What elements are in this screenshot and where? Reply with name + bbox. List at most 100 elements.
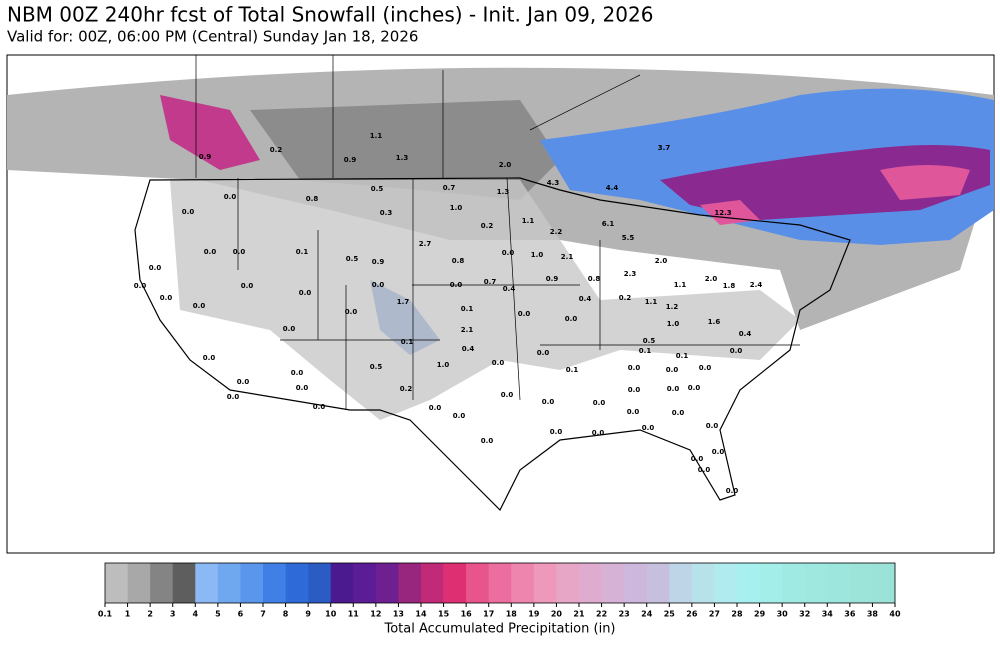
title: NBM 00Z 240hr fcst of Total Snowfall (in… (7, 3, 653, 27)
point-label: 0.1 (676, 352, 689, 360)
colorbar-box (488, 563, 512, 603)
colorbar-tick-label: 13 (393, 610, 404, 619)
colorbar-tick-label: 12 (370, 610, 381, 619)
colorbar-tick-label: 6 (238, 610, 244, 619)
snow-region (700, 165, 970, 225)
colorbar: 0.1 1 2 3 4 5 6 7 8 9 10 11 12 13 14 15 16 17 18 19 20 21 22 23… (98, 562, 901, 619)
point-label: 0.0 (518, 310, 531, 318)
colorbar-tick-label: 25 (664, 610, 676, 619)
colorbar-box (556, 563, 580, 603)
point-label: 0.0 (642, 424, 655, 432)
colorbar-tick-label: 24 (641, 610, 653, 619)
point-label: 4.3 (547, 179, 560, 187)
colorbar-tick-label: 40 (889, 610, 901, 619)
point-label: 0.5 (370, 363, 383, 371)
point-label: 0.0 (481, 437, 494, 445)
point-label: 0.0 (706, 422, 719, 430)
colorbar-tick-label: 36 (844, 610, 856, 619)
colorbar-box (421, 563, 444, 603)
colorbar-box (127, 563, 151, 603)
colorbar-box (511, 563, 535, 603)
point-label: 0.9 (372, 258, 385, 266)
point-label: 3.7 (658, 144, 671, 152)
point-label: 2.0 (705, 275, 718, 283)
point-label: 0.0 (299, 289, 312, 297)
colorbar-tick-label: 22 (596, 610, 607, 619)
colorbar-tick-label: 19 (528, 610, 540, 619)
snow-region (660, 145, 990, 220)
colorbar-tick-label: 20 (551, 610, 563, 619)
point-label: 4.4 (606, 184, 619, 192)
point-label: 0.5 (346, 255, 359, 263)
colorbar-box (872, 563, 896, 603)
point-label: 0.0 (203, 354, 216, 362)
subtitle: Valid for: 00Z, 06:00 PM (Central) Sunda… (7, 28, 418, 46)
point-label: 0.3 (380, 209, 393, 217)
point-label: 0.0 (291, 369, 304, 377)
point-label: 0.2 (619, 294, 632, 302)
snow-region (170, 180, 800, 420)
point-label: 0.0 (193, 302, 206, 310)
point-label: 0.0 (134, 282, 147, 290)
point-label: 0.0 (592, 429, 605, 437)
point-label: 1.0 (531, 251, 544, 259)
colorbar-tick-label: 32 (799, 610, 810, 619)
point-label: 0.0 (450, 281, 463, 289)
colorbar-tick-label: 34 (822, 610, 834, 619)
colorbar-tick-label: 0.1 (98, 610, 113, 619)
point-label: 1.6 (708, 318, 721, 326)
colorbar-box (714, 563, 738, 603)
point-labels: 0.2 0.9 1.1 0.9 1.3 2.0 3.7 4.3 4.4 0.7 1.3 0.5 0.8 0… (134, 132, 763, 495)
colorbar-box (782, 563, 806, 603)
colorbar-tick-label: 4 (192, 610, 198, 619)
point-label: 0.0 (224, 193, 237, 201)
point-label: 0.9 (546, 275, 559, 283)
point-label: 0.0 (501, 391, 514, 399)
colorbar-box (601, 563, 625, 603)
point-label: 0.0 (698, 466, 711, 474)
colorbar-tick-label: 1 (125, 610, 131, 619)
point-label: 0.0 (691, 455, 704, 463)
colorbar-box (669, 563, 693, 603)
point-label: 2.3 (624, 270, 637, 278)
point-label: 0.0 (182, 208, 195, 216)
point-label: 0.0 (227, 393, 240, 401)
colorbar-tick-label: 27 (709, 610, 720, 619)
point-label: 0.7 (443, 184, 456, 192)
colorbar-box (646, 563, 670, 603)
point-label: 0.5 (643, 337, 656, 345)
colorbar-tick-label: 14 (415, 610, 427, 619)
point-label: 1.2 (666, 303, 679, 311)
point-label: 0.0 (296, 384, 309, 392)
colorbar-box (533, 563, 557, 603)
point-label: 0.2 (270, 146, 283, 154)
point-label: 2.4 (750, 281, 763, 289)
colorbar-box (849, 563, 873, 603)
point-label: 0.0 (628, 386, 641, 394)
colorbar-tick-label: 8 (283, 610, 289, 619)
colorbar-tick-label: 21 (573, 610, 585, 619)
point-label: 1.0 (450, 204, 463, 212)
point-label: 0.0 (149, 264, 162, 272)
colorbar-box (375, 563, 399, 603)
point-label: 0.0 (313, 403, 326, 411)
colorbar-label: Total Accumulated Precipitation (in) (383, 622, 615, 637)
point-label: 0.1 (639, 347, 652, 355)
point-label: 2.0 (499, 161, 512, 169)
point-label: 0.9 (199, 153, 212, 161)
colorbar-box (150, 563, 174, 603)
point-label: 0.1 (296, 248, 309, 256)
point-label: 0.0 (712, 448, 725, 456)
map (6, 54, 995, 554)
point-label: 6.1 (602, 220, 615, 228)
point-label: 1.8 (723, 282, 736, 290)
colorbar-box (105, 563, 128, 603)
point-label: 0.0 (429, 404, 442, 412)
point-label: 1.0 (437, 361, 450, 369)
colorbar-frame (104, 562, 896, 604)
point-label: 0.0 (372, 281, 385, 289)
colorbar-box (398, 563, 422, 603)
borders (195, 55, 800, 410)
point-label: 0.0 (699, 364, 712, 372)
